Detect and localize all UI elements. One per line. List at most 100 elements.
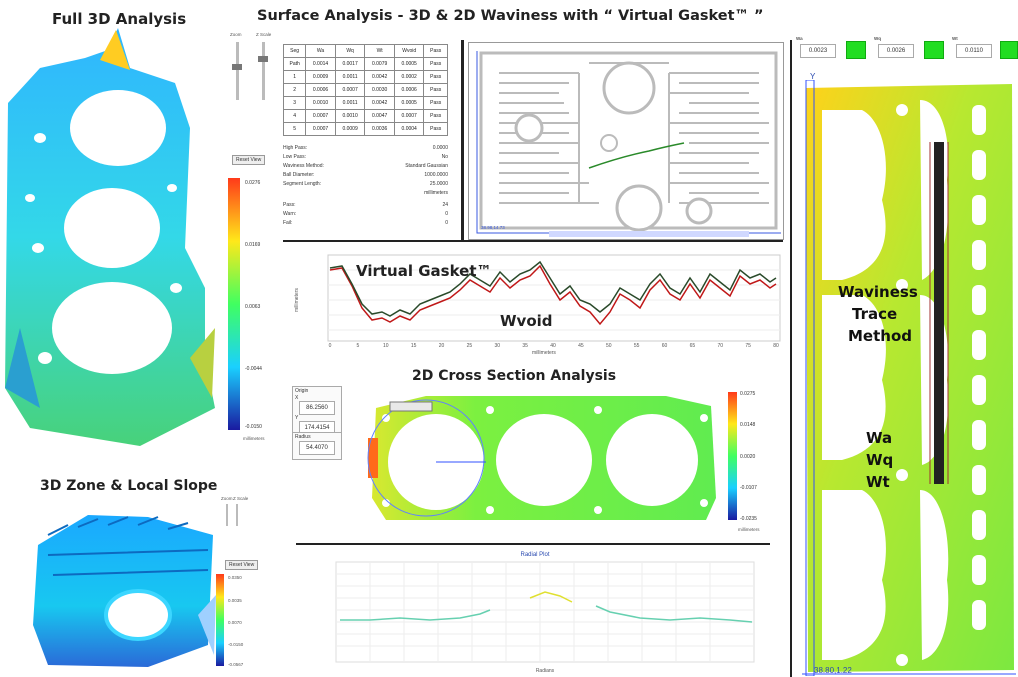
zone-scale-2: 0.0035: [228, 598, 242, 603]
zoom-slider-thumb[interactable]: [232, 64, 242, 70]
setting-value: Standard Gaussian: [405, 163, 448, 169]
zone-slider-label2: Z Scale: [233, 496, 249, 501]
table-row[interactable]: 4 0.0007 0.0010 0.0047 0.0007 Pass: [282, 109, 448, 123]
col-wt: Wt: [364, 44, 395, 58]
scale-value-5: -0.0150: [245, 424, 262, 430]
gasket-2d-map-view[interactable]: 38.98,14.73: [468, 42, 784, 240]
profile-x-tick: 5: [356, 343, 359, 349]
table-row[interactable]: 3 0.0010 0.0011 0.0042 0.0005 Pass: [282, 96, 448, 110]
cell: 0.0014: [305, 57, 336, 71]
col-seg: Seg: [282, 44, 307, 58]
cell: 0.0006: [305, 83, 336, 97]
setting-key: Ball Diameter:: [283, 172, 315, 178]
profile-x-ticks: 0 5 10 15 20 25 30 35 40 45 50 55 60 65 70 75 80: [329, 343, 779, 349]
waviness-label: Waviness: [838, 283, 918, 301]
profile-ylabel: millimeters: [294, 288, 300, 312]
cell: 0.0011: [334, 70, 366, 84]
cell: Pass: [423, 57, 448, 71]
zoom-slider[interactable]: [236, 42, 239, 100]
full-3d-surface-view[interactable]: [0, 28, 225, 448]
zscale-slider[interactable]: [262, 42, 265, 100]
setting-row: Fail: 0: [283, 219, 448, 228]
setting-key: Fail:: [283, 220, 293, 226]
setting-key: Waviness Method:: [283, 163, 324, 169]
cell: 0.0005: [393, 57, 425, 71]
cell: 1: [282, 70, 307, 84]
profile-x-tick: 40: [550, 343, 556, 349]
zone-zoom-slider[interactable]: [226, 504, 228, 526]
main-title: Surface Analysis - 3D & 2D Waviness with…: [257, 8, 764, 24]
profile-x-tick: 70: [717, 343, 723, 349]
profile-x-tick: 0: [329, 343, 332, 349]
method-label: Method: [848, 327, 912, 345]
table-row[interactable]: 5 0.0007 0.0009 0.0036 0.0004 Pass: [282, 122, 448, 136]
cross-section-color-scale: [728, 392, 737, 520]
scale-value-1: 0.0276: [245, 180, 261, 186]
profile-x-tick: 55: [634, 343, 640, 349]
virtual-gasket-profile-chart[interactable]: millimeters 0 5 10 15 20 25 30 35 40 45 50 55 60 65 70…: [290, 250, 785, 358]
zoom-slider-label: Zoom: [230, 32, 242, 37]
cell: 3: [282, 96, 307, 110]
divider-horizontal-2: [296, 543, 770, 545]
setting-row: Waviness Method: Standard Gaussian: [283, 162, 448, 171]
profile-x-tick: 50: [606, 343, 612, 349]
setting-row: Pass: 24: [283, 201, 448, 210]
wt-label: Wt: [866, 473, 890, 491]
setting-value: 1000.0000: [424, 172, 448, 178]
radius-field[interactable]: 54.4070: [299, 441, 335, 455]
cell: 0.0005: [393, 96, 425, 110]
cross-scale-1: 0.0275: [740, 391, 756, 397]
cross-scale-3: 0.0020: [740, 454, 756, 460]
radial-plot-chart[interactable]: Radial Plot Radians: [300, 548, 770, 674]
col-wq: Wq: [334, 44, 366, 58]
setting-row: Segment Length: 25.0000: [283, 180, 448, 189]
zone-zscale-slider[interactable]: [236, 504, 238, 526]
cell: 0.0006: [393, 83, 425, 97]
wq-status-indicator: [924, 41, 944, 59]
profile-x-tick: 65: [690, 343, 696, 349]
radius-panel: Radius 54.4070: [292, 432, 342, 460]
gasket-trace-view[interactable]: [802, 80, 1016, 676]
setting-value: 0.0000: [432, 145, 448, 151]
setting-value: 25.0000: [429, 181, 448, 187]
full-3d-color-scale: [228, 178, 240, 430]
cross-scale-5: -0.0235: [740, 516, 757, 522]
setting-row: Low Pass: No: [283, 153, 448, 162]
radius-label: Radius: [295, 434, 311, 440]
table-row[interactable]: 1 0.0009 0.0011 0.0042 0.0002 Pass: [282, 70, 448, 84]
cross-section-title: 2D Cross Section Analysis: [412, 368, 617, 384]
cell: Pass: [423, 83, 448, 97]
zone-reset-button[interactable]: Reset View: [225, 560, 259, 570]
cell: Pass: [423, 109, 448, 123]
cell: 0.0010: [334, 109, 366, 123]
cell: 0.0030: [364, 83, 395, 97]
zscale-slider-thumb[interactable]: [258, 56, 268, 62]
col-wvoid: Wvoid: [393, 44, 425, 58]
cell: 0.0004: [393, 122, 425, 136]
table-row[interactable]: 2 0.0006 0.0007 0.0030 0.0006 Pass: [282, 83, 448, 97]
profile-x-tick: 80: [773, 343, 779, 349]
right-coordinate-readout: 38.80,1.22: [814, 666, 852, 675]
setting-row: Ball Diameter: 1000.0000: [283, 171, 448, 180]
cell: 0.0042: [364, 96, 395, 110]
cell: 0.0036: [364, 122, 395, 136]
profile-x-tick: 15: [411, 343, 417, 349]
x-label: X: [295, 395, 299, 401]
cell: 0.0079: [364, 57, 395, 71]
profile-x-tick: 60: [662, 343, 668, 349]
full-3d-reset-button[interactable]: Reset View: [232, 155, 266, 165]
cross-section-gasket-view[interactable]: [366, 388, 724, 526]
profile-x-tick: 30: [494, 343, 500, 349]
table-row[interactable]: Path 0.0014 0.0017 0.0079 0.0005 Pass: [282, 57, 448, 71]
cell: 0.0007: [334, 83, 366, 97]
cross-scale-4: -0.0107: [740, 485, 757, 491]
origin-x-field[interactable]: 86.2560: [299, 401, 335, 415]
cross-scale-2: 0.0148: [740, 422, 756, 428]
trace-label: Trace: [852, 305, 898, 323]
profile-x-tick: 35: [522, 343, 528, 349]
zone-surface-view[interactable]: [28, 505, 218, 670]
right-wa-field: 0.0023: [800, 44, 836, 58]
setting-value: millimeters: [424, 190, 448, 196]
divider-right-panel: [790, 40, 792, 677]
wq-label: Wq: [866, 451, 894, 469]
